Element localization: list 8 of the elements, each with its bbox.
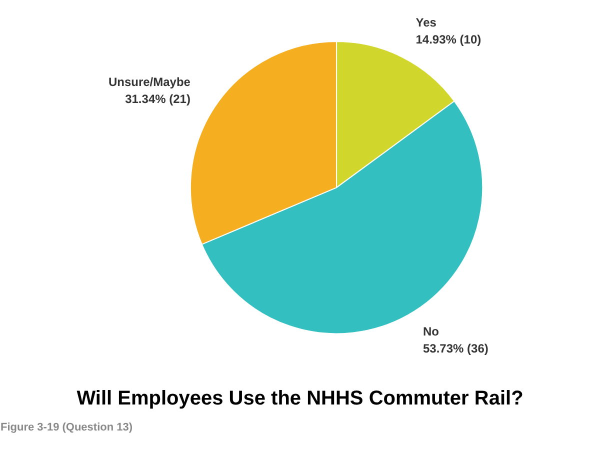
data-label: 31.34% (21) (125, 92, 190, 106)
slice-label: Unsure/Maybe (108, 75, 191, 90)
slice-label: No (422, 324, 439, 339)
text: Will Employees Use the NHHS Commuter Rail? (76, 388, 524, 410)
data-label: 53.73% (36) (422, 342, 488, 356)
data-label: 14.93% (10) (416, 32, 482, 47)
slice-label: Yes (416, 16, 437, 30)
caption: Figure 3-19 (Question 13) (0, 422, 133, 434)
